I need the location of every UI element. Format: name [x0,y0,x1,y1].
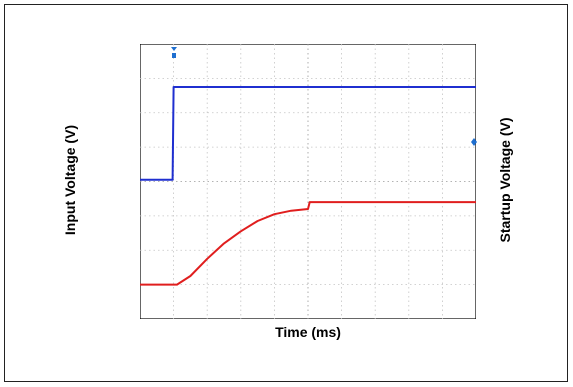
y-axis-label-left: Input Voltage (V) [62,124,78,236]
series-line-2 [140,201,476,286]
plot-area [140,44,476,319]
x-axis-label: Time (ms) [275,324,341,340]
channel-right-marker-icon [471,138,477,146]
oscilloscope-plot [140,44,476,319]
series-line-1 [140,86,476,181]
channel-1-marker-icon [171,47,177,58]
y-axis-label-right: Startup Voltage (V) [497,117,513,243]
